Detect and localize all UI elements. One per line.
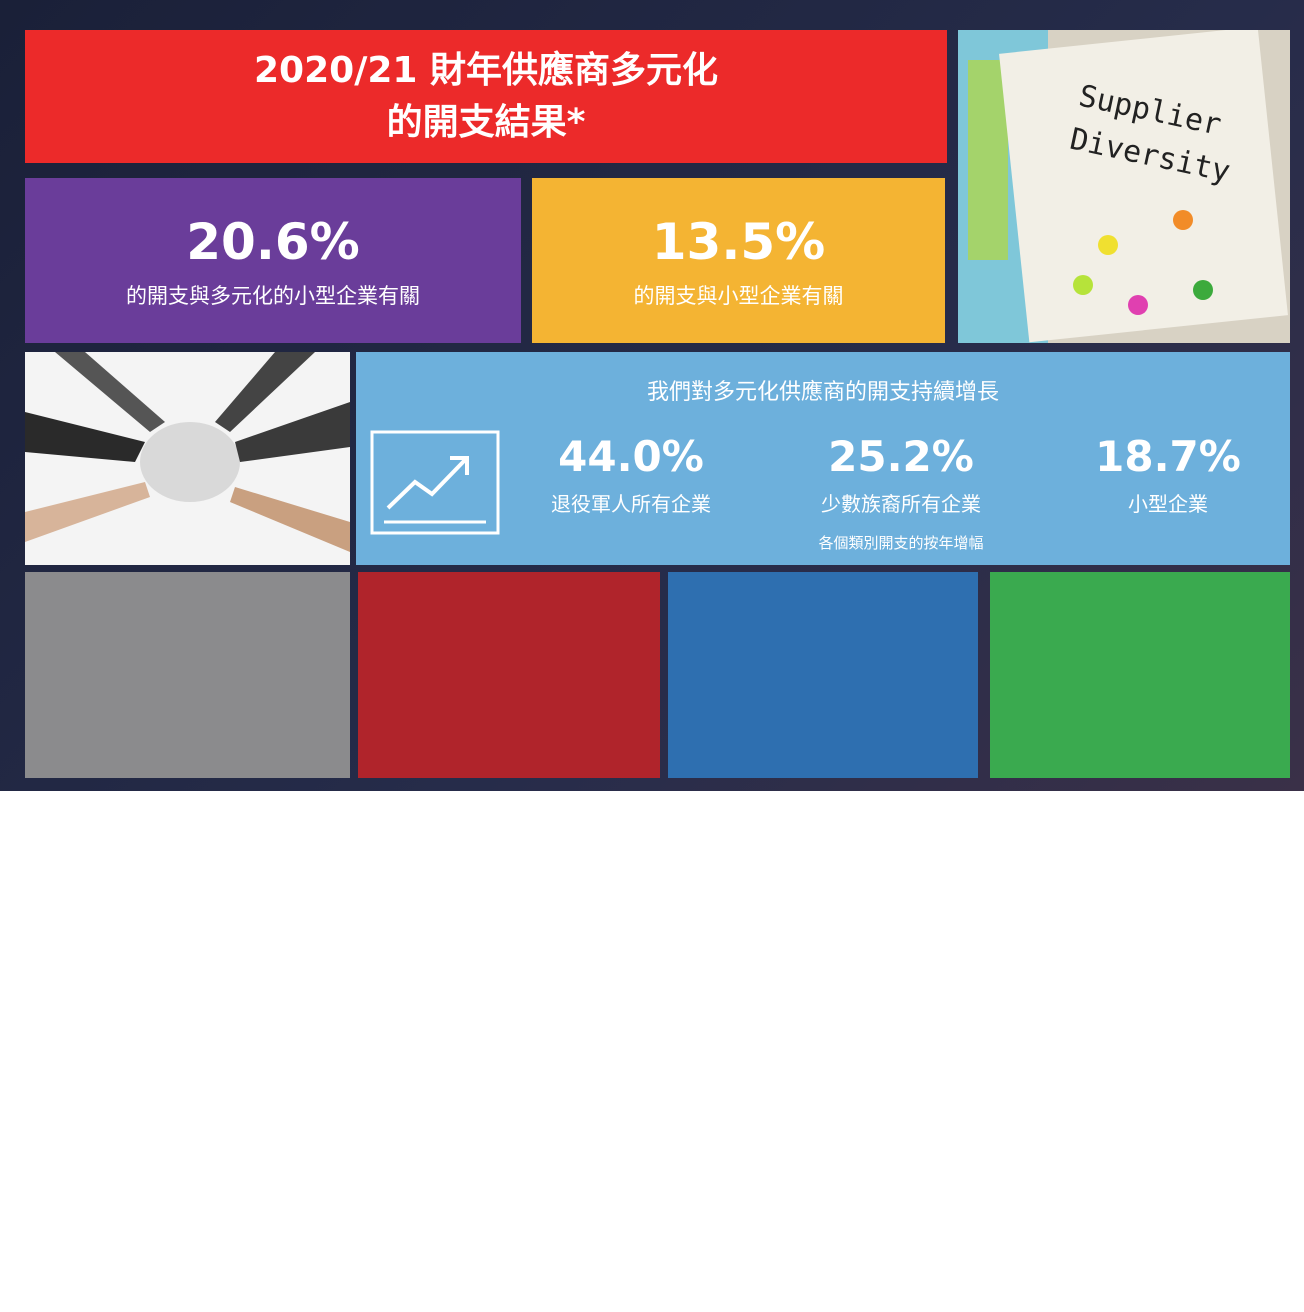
spend-label: 小型企業開支: [446, 1286, 572, 1310]
growth-value: 18.7%: [1095, 432, 1241, 481]
infographic: 2020/21 財年供應商多元化 的開支結果* 20.6% 的開支與多元化的小型…: [0, 0, 1304, 791]
spend-value: 298.9: [372, 1177, 494, 1221]
spend-value: 141.3: [686, 1177, 808, 1221]
spend-unit: 百萬美元: [493, 1177, 646, 1221]
stat-label: 的開支與多元化的小型企業有關: [126, 283, 420, 308]
stat-value: 20.6%: [186, 212, 360, 271]
growth-label: 小型企業: [1128, 492, 1208, 516]
spend-box: 298.9百萬美元 小型企業開支: [358, 572, 660, 1310]
stat-box: 13.5% 的開支與小型企業有關: [532, 178, 945, 343]
notebook-photo: Supplier Diversity: [958, 30, 1290, 343]
growth-heading: 我們對多元化供應商的開支持續增長: [646, 380, 999, 405]
growth-item: 44.0% 退役軍人所有企業: [511, 432, 751, 517]
spend-unit: 百萬美元: [171, 1177, 324, 1221]
growth-note: 各個類別開支的按年增幅: [818, 534, 984, 552]
spend-value: 177.9: [1003, 1177, 1125, 1221]
growth-label: 少數族裔所有企業: [821, 492, 981, 516]
growth-item: 25.2% 少數族裔所有企業: [781, 432, 1021, 517]
stat-label: 的開支與小型企業有關: [633, 283, 844, 308]
title-box: 2020/21 財年供應商多元化 的開支結果*: [25, 30, 947, 163]
growth-label: 退役軍人所有企業: [551, 492, 711, 516]
spend-unit: 百萬美元: [807, 1177, 960, 1221]
spend-label: 多元化的小型企業開支: [82, 1286, 293, 1310]
growth-value: 44.0%: [558, 432, 704, 481]
spend-label: 少數族裔所有企業開支: [1035, 1286, 1245, 1310]
growth-item: 18.7% 小型企業: [1048, 432, 1288, 517]
spend-value: 453.8: [51, 1177, 172, 1221]
spend-box: 453.8百萬美元 多元化的小型企業開支: [25, 572, 350, 1310]
hands-photo: [25, 352, 350, 565]
spend-box: 177.9百萬美元 少數族裔所有企業開支: [990, 572, 1290, 1310]
growth-panel: 我們對多元化供應商的開支持續增長 44.0% 退役軍人所有企業 25.2% 少數…: [356, 352, 1290, 565]
spend-label: 女性所有企業開支: [739, 1286, 907, 1310]
spend-unit: 百萬美元: [1124, 1177, 1277, 1221]
growth-value: 25.2%: [828, 432, 974, 481]
spend-box: 141.3百萬美元 女性所有企業開支: [668, 572, 978, 1310]
chart-icon: [370, 430, 500, 535]
title-line: 的開支結果*: [386, 101, 586, 143]
stat-value: 13.5%: [651, 212, 826, 271]
stat-box: 20.6% 的開支與多元化的小型企業有關: [25, 178, 521, 343]
title-line: 2020/21 財年供應商多元化: [254, 49, 718, 91]
